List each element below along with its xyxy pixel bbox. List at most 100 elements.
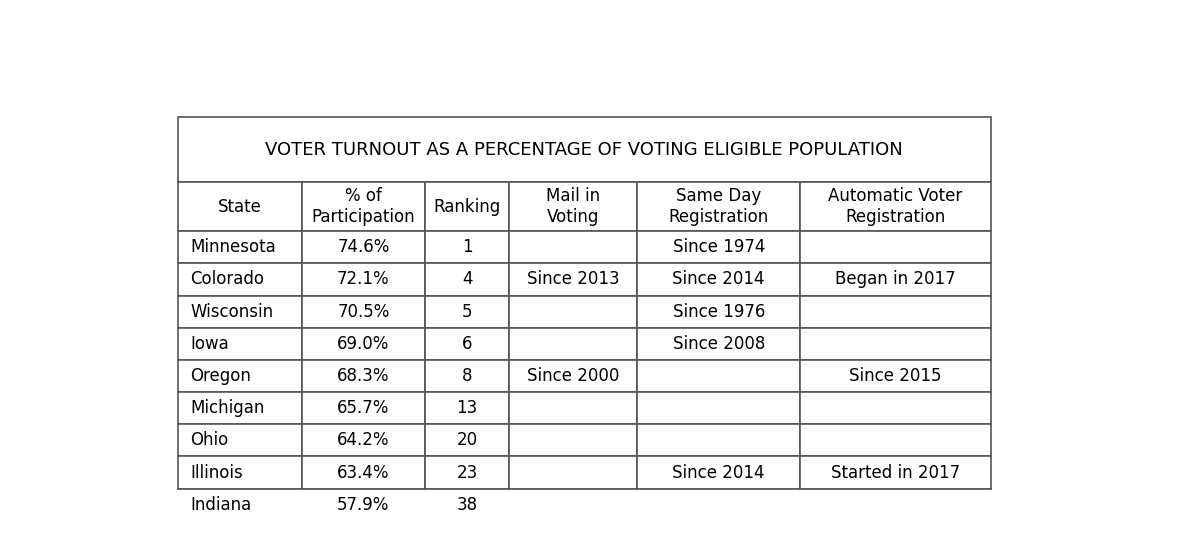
Text: 69.0%: 69.0% <box>337 335 390 353</box>
Bar <box>637 456 800 488</box>
Text: 70.5%: 70.5% <box>337 302 390 321</box>
Text: Michigan: Michigan <box>190 399 264 417</box>
Bar <box>509 360 637 392</box>
Bar <box>425 263 509 295</box>
Text: Indiana: Indiana <box>190 496 251 514</box>
Bar <box>301 183 425 231</box>
Bar <box>301 328 425 360</box>
Text: Illinois: Illinois <box>190 464 242 482</box>
Bar <box>425 488 509 521</box>
Text: Iowa: Iowa <box>190 335 229 353</box>
Bar <box>800 456 991 488</box>
Bar <box>800 231 991 263</box>
Bar <box>301 488 425 521</box>
Bar <box>178 392 301 424</box>
Text: Minnesota: Minnesota <box>190 238 276 256</box>
Text: Since 1974: Since 1974 <box>672 238 764 256</box>
Text: 57.9%: 57.9% <box>337 496 390 514</box>
Text: VOTER TURNOUT AS A PERCENTAGE OF VOTING ELIGIBLE POPULATION: VOTER TURNOUT AS A PERCENTAGE OF VOTING … <box>265 141 904 158</box>
Text: 38: 38 <box>456 496 478 514</box>
Bar <box>178 231 301 263</box>
Bar <box>178 456 301 488</box>
Bar <box>509 183 637 231</box>
Bar <box>425 392 509 424</box>
Text: Ohio: Ohio <box>190 431 228 449</box>
Text: State: State <box>218 198 262 216</box>
Bar <box>178 488 301 521</box>
Bar <box>509 231 637 263</box>
Bar <box>301 295 425 328</box>
Bar <box>301 424 425 456</box>
Bar <box>800 295 991 328</box>
Bar <box>800 328 991 360</box>
Bar <box>637 424 800 456</box>
Bar <box>425 360 509 392</box>
Text: 6: 6 <box>462 335 473 353</box>
Bar <box>425 424 509 456</box>
Bar <box>637 183 800 231</box>
Text: 68.3%: 68.3% <box>337 367 390 385</box>
Bar <box>178 295 301 328</box>
Bar <box>637 488 800 521</box>
Text: 23: 23 <box>456 464 478 482</box>
Text: 72.1%: 72.1% <box>337 271 390 288</box>
Bar <box>301 263 425 295</box>
Bar <box>301 456 425 488</box>
Text: Began in 2017: Began in 2017 <box>835 271 955 288</box>
Bar <box>178 183 301 231</box>
Bar <box>509 488 637 521</box>
Bar <box>637 360 800 392</box>
Bar <box>509 424 637 456</box>
Bar <box>301 360 425 392</box>
Bar <box>800 360 991 392</box>
Bar <box>425 295 509 328</box>
Text: Ranking: Ranking <box>433 198 500 216</box>
Bar <box>425 183 509 231</box>
Bar <box>178 424 301 456</box>
Text: Since 2013: Since 2013 <box>527 271 619 288</box>
Text: 20: 20 <box>456 431 478 449</box>
Text: Colorado: Colorado <box>190 271 264 288</box>
Text: % of
Participation: % of Participation <box>312 188 415 226</box>
Bar <box>178 360 301 392</box>
Text: 65.7%: 65.7% <box>337 399 390 417</box>
Text: Automatic Voter
Registration: Automatic Voter Registration <box>828 188 962 226</box>
Bar <box>425 456 509 488</box>
Bar <box>509 392 637 424</box>
Bar <box>509 295 637 328</box>
Text: Mail in
Voting: Mail in Voting <box>546 188 600 226</box>
Bar <box>178 263 301 295</box>
Bar <box>509 263 637 295</box>
Bar <box>509 456 637 488</box>
Text: 1: 1 <box>462 238 473 256</box>
Bar <box>800 183 991 231</box>
Bar <box>637 392 800 424</box>
Text: 13: 13 <box>456 399 478 417</box>
Bar <box>425 328 509 360</box>
Text: 5: 5 <box>462 302 473 321</box>
Text: Wisconsin: Wisconsin <box>190 302 274 321</box>
Bar <box>637 328 800 360</box>
Text: 63.4%: 63.4% <box>337 464 390 482</box>
Bar <box>800 488 991 521</box>
Text: Since 2000: Since 2000 <box>527 367 619 385</box>
Bar <box>178 117 991 183</box>
Bar <box>637 263 800 295</box>
Text: 8: 8 <box>462 367 473 385</box>
Text: Oregon: Oregon <box>190 367 251 385</box>
Text: Since 2015: Since 2015 <box>850 367 942 385</box>
Bar <box>301 231 425 263</box>
Bar <box>800 392 991 424</box>
Text: Since 2014: Since 2014 <box>672 464 764 482</box>
Text: Started in 2017: Started in 2017 <box>830 464 960 482</box>
Bar <box>178 328 301 360</box>
Text: Same Day
Registration: Same Day Registration <box>668 188 769 226</box>
Bar <box>425 231 509 263</box>
Text: Since 2014: Since 2014 <box>672 271 764 288</box>
Bar <box>637 231 800 263</box>
Bar <box>637 295 800 328</box>
Bar <box>301 392 425 424</box>
Text: 74.6%: 74.6% <box>337 238 390 256</box>
Text: Since 1976: Since 1976 <box>672 302 764 321</box>
Text: Since 2008: Since 2008 <box>672 335 764 353</box>
